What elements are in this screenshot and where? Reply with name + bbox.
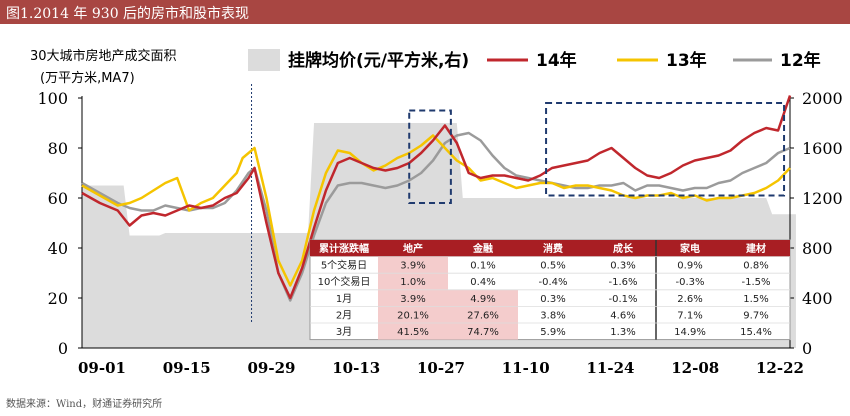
table-header-row	[310, 240, 790, 257]
table-cell-highlight	[448, 306, 518, 323]
table-cell: 3.8%	[540, 310, 565, 321]
series-line-12年	[81, 131, 791, 302]
source-note: 数据来源：Wind，财通证券研究所	[6, 399, 163, 410]
table-cell: 1.0%	[400, 277, 425, 288]
table-cell: 14.9%	[674, 327, 706, 338]
table-cell: 1月	[336, 293, 352, 305]
table-header-cell: 消费	[543, 242, 563, 255]
table-cell: 0.9%	[677, 261, 702, 272]
left-tick-label: 80	[48, 139, 68, 158]
table-cell-highlight	[378, 273, 448, 290]
table-cell: 27.6%	[467, 310, 499, 321]
table-header-cell: 金融	[472, 242, 493, 255]
x-tick-label: 11-24	[587, 359, 635, 377]
highlight-box-2	[545, 102, 786, 197]
table-cell: 9.7%	[743, 310, 768, 321]
table-cell: 0.3%	[540, 294, 565, 305]
right-tick-label: 800	[802, 239, 833, 258]
table-cell: 41.5%	[397, 327, 429, 338]
x-tick-label: 09-01	[78, 359, 126, 377]
table-cell: 74.7%	[467, 327, 499, 338]
table-header-cell: 家电	[680, 242, 700, 255]
table-cell: 15.4%	[740, 327, 772, 338]
table-cell: -0.3%	[675, 277, 704, 288]
figure-title: 图1.2014 年 930 后的房市和股市表现	[6, 6, 250, 22]
left-axis-title-unit: (万平方米,MA7)	[40, 70, 135, 86]
table-header-cell: 建材	[745, 242, 766, 255]
table-cell: 3.9%	[400, 294, 425, 305]
right-tick-label: 1600	[802, 139, 843, 158]
right-tick-label: 400	[802, 289, 833, 308]
legend-swatch-area	[248, 49, 280, 71]
legend-label-13: 13年	[666, 50, 707, 71]
x-tick-label: 10-13	[332, 359, 380, 377]
table-cell: 5.9%	[540, 327, 565, 338]
table-cell-highlight	[378, 306, 448, 323]
table-cell: 3月	[336, 326, 352, 338]
table-cell: 4.9%	[470, 294, 495, 305]
left-axis-title: 30大城市房地产成交面积	[30, 48, 177, 64]
table-cell: 0.5%	[540, 261, 565, 272]
right-tick-label: 0	[802, 339, 812, 358]
table-cell: 7.1%	[677, 310, 702, 321]
table-cell: 0.3%	[610, 261, 635, 272]
left-tick-label: 0	[58, 339, 68, 358]
table-cell-highlight	[378, 323, 448, 340]
x-tick-label: 09-15	[163, 359, 211, 377]
table-cell: 10个交易日	[318, 275, 371, 288]
table-cell: -1.6%	[608, 277, 637, 288]
left-tick-label: 100	[37, 89, 68, 108]
left-tick-label: 60	[48, 189, 68, 208]
table-cell: 0.4%	[470, 277, 495, 288]
series-line-14年	[81, 95, 792, 300]
x-tick-label: 09-29	[248, 359, 296, 377]
title-bar: 图1.2014 年 930 后的房市和股市表现	[0, 0, 850, 24]
returns-table: 累计涨跌幅 地产 金融 消费 成长 家电 建材 5个交易日 3.9% 0.1% 0.5% 0.3% 0.…	[309, 239, 791, 341]
highlight-box-1	[408, 109, 452, 204]
table-cell-highlight	[378, 289, 448, 307]
left-tick-label: 40	[48, 239, 68, 258]
table-cell: 0.8%	[743, 261, 768, 272]
left-tick-label: 20	[48, 289, 68, 308]
table-header-cell: 成长	[613, 242, 634, 255]
legend-label-area: 挂牌均价(元/平方米,右)	[288, 50, 469, 71]
table-header-cell: 累计涨跌幅	[319, 242, 369, 255]
table-cell: 1.5%	[743, 294, 768, 305]
table-cell: 2月	[336, 309, 352, 321]
table-cell: -0.4%	[538, 277, 567, 288]
table-cell: 3.9%	[400, 261, 425, 272]
table-cell: -0.1%	[608, 294, 637, 305]
table-cell-highlight	[448, 323, 518, 340]
x-tick-label: 12-22	[756, 359, 804, 377]
right-tick-label: 1200	[802, 189, 843, 208]
table-cell-highlight	[378, 256, 448, 274]
table-cell-highlight	[448, 289, 518, 307]
table-cell: 5个交易日	[321, 259, 367, 272]
table-cell: -1.5%	[741, 277, 770, 288]
table-cell: 2.6%	[677, 294, 702, 305]
table-cell: 0.1%	[470, 261, 495, 272]
table-header-cell: 地产	[403, 242, 423, 255]
x-tick-label: 11-10	[502, 359, 550, 377]
legend-label-12: 12年	[780, 50, 821, 71]
table-cell: 4.6%	[610, 310, 635, 321]
table-cell: 20.1%	[397, 310, 429, 321]
x-tick-label: 12-08	[671, 359, 719, 377]
table-cell: 1.3%	[610, 327, 635, 338]
series-line-13年	[81, 134, 791, 287]
chart: 0 20 40 60 80 100 0 400 800 1200 1600 2000 09-01 09-1…	[30, 48, 843, 377]
legend-label-14: 14年	[536, 50, 577, 71]
x-tick-label: 10-27	[417, 359, 465, 377]
right-tick-label: 2000	[802, 89, 843, 108]
